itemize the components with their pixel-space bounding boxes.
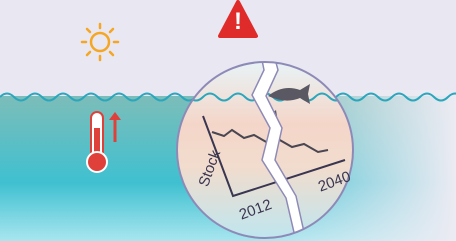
illustration: ! Stock 2012 2040 [0,0,456,241]
warning-mark: ! [234,8,242,35]
